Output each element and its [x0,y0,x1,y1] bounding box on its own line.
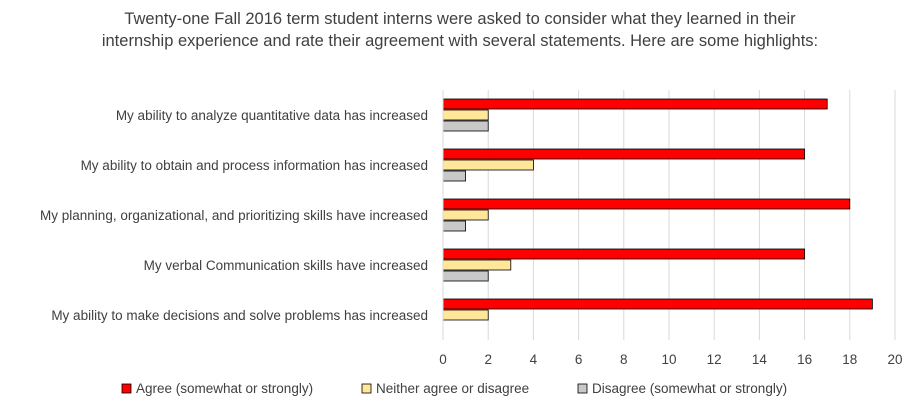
bar [442,298,873,310]
bar [442,148,806,160]
legend-label: Disagree (somewhat or strongly) [592,381,787,396]
category-label: My verbal Communication skills have incr… [144,258,428,273]
bar [442,159,534,171]
legend-label: Agree (somewhat or strongly) [136,381,313,396]
x-tick-label: 0 [439,352,447,367]
x-tick-label: 18 [842,352,857,367]
bar [442,309,489,321]
bar [442,220,467,232]
legend-swatch [121,383,132,394]
category-label: My ability to analyze quantitative data … [116,108,428,123]
x-tick-label: 10 [661,352,676,367]
x-tick-label: 14 [752,352,768,367]
x-tick-label: 2 [484,352,492,367]
bar [442,170,467,182]
bar [442,98,828,110]
bar [442,109,489,121]
x-tick-label: 12 [707,352,722,367]
legend-swatch [577,383,588,394]
x-tick-label: 6 [575,352,583,367]
legend-swatch [361,383,372,394]
category-label: My planning, organizational, and priorit… [40,208,428,223]
bar [442,198,851,210]
bar [442,248,806,260]
x-tick-label: 20 [887,352,902,367]
category-label: My ability to obtain and process informa… [81,158,428,173]
legend-label: Neither agree or disagree [376,381,529,396]
bar [442,259,512,271]
bar [442,209,489,221]
x-tick-label: 16 [797,352,812,367]
chart-title: Twenty-one Fall 2016 term student intern… [101,10,819,50]
x-tick-label: 4 [530,352,538,367]
category-label: My ability to make decisions and solve p… [51,308,428,323]
x-tick-label: 8 [620,352,628,367]
bar [442,270,489,282]
bar [442,120,489,132]
